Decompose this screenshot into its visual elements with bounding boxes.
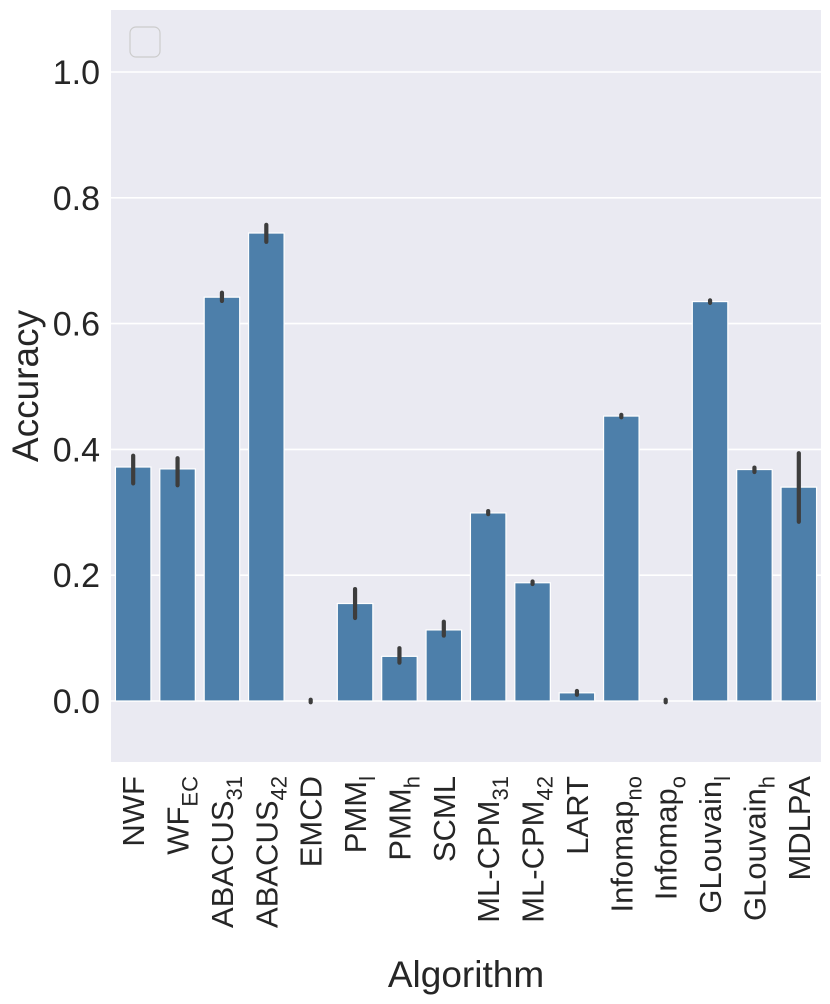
x-tick-subscript: 31 <box>488 776 513 800</box>
x-tick-subscript: h <box>399 776 424 788</box>
x-tick-subscript: l <box>355 776 380 781</box>
x-tick-text: ML-CPM42 <box>516 776 558 923</box>
x-tick-label: ABACUS31 <box>205 776 247 928</box>
x-tick-label: NWF <box>116 776 151 847</box>
bars <box>114 232 818 702</box>
x-tick-label: WFEC <box>161 776 203 855</box>
y-axis-label: Accuracy <box>5 309 46 462</box>
bar <box>159 468 196 702</box>
x-tick-base: PMM <box>382 788 417 860</box>
x-tick-base: ML-CPM <box>516 800 551 922</box>
y-tick-label: 0.8 <box>53 180 100 218</box>
x-tick-subscript: l <box>710 776 735 781</box>
x-tick-subscript: EC <box>178 776 203 807</box>
x-tick-subscript: h <box>754 776 779 788</box>
x-tick-text: LART <box>560 776 595 855</box>
x-tick-text: ABACUS42 <box>249 776 291 928</box>
x-tick-label: ML-CPM31 <box>471 776 513 923</box>
y-tick-label: 0.0 <box>53 683 100 721</box>
x-tick-text: SCML <box>427 776 462 862</box>
x-tick-text: MDLPA <box>782 776 817 881</box>
bar <box>602 415 640 702</box>
x-tick-text: Infomapo <box>649 776 691 900</box>
x-tick-text: WFEC <box>161 776 203 855</box>
bar <box>381 655 418 702</box>
x-tick-label: PMMh <box>382 776 424 861</box>
x-tick-label: GLouvainh <box>737 776 779 921</box>
x-tick-base: SCML <box>427 776 462 862</box>
x-tick-subscript: 31 <box>222 776 247 800</box>
x-tick-base: NWF <box>116 776 151 847</box>
x-tick-label: Infomapo <box>649 776 691 900</box>
x-tick-base: LART <box>560 776 595 855</box>
bar <box>203 296 241 702</box>
bar <box>114 466 152 702</box>
x-tick-text: NWF <box>116 776 151 847</box>
x-tick-label: PMMl <box>338 776 380 853</box>
bar <box>514 582 551 702</box>
x-tick-label: ML-CPM42 <box>516 776 558 923</box>
x-axis-label: Algorithm <box>388 954 544 995</box>
bar <box>247 232 285 702</box>
x-tick-text: PMMl <box>338 776 380 853</box>
x-tick-base: Infomap <box>604 800 639 912</box>
x-tick-subscript: 42 <box>266 776 291 800</box>
x-tick-label: MDLPA <box>782 776 817 881</box>
bar <box>736 468 773 702</box>
y-tick-label: 0.6 <box>53 306 100 344</box>
legend-box <box>129 26 161 58</box>
x-tick-base: ABACUS <box>205 800 240 927</box>
y-tick-label: 1.0 <box>53 54 100 92</box>
y-tick-label: 0.4 <box>53 431 100 469</box>
bar <box>691 300 729 702</box>
x-tick-base: PMM <box>338 781 373 853</box>
x-tick-label: SCML <box>427 776 462 862</box>
bar <box>469 512 507 702</box>
x-tick-label: LART <box>560 776 595 855</box>
x-tick-text: GLouvainl <box>693 776 735 914</box>
x-tick-text: GLouvainh <box>737 776 779 921</box>
x-tick-text: EMCD <box>294 776 329 867</box>
x-tick-base: Infomap <box>649 788 684 900</box>
x-tick-subscript: o <box>666 776 691 788</box>
x-tick-base: ML-CPM <box>471 800 506 922</box>
x-tick-label: GLouvainl <box>693 776 735 914</box>
x-tick-base: MDLPA <box>782 776 817 881</box>
legend <box>129 26 161 58</box>
x-tick-text: Infomapno <box>604 776 646 913</box>
x-tick-label: EMCD <box>294 776 329 867</box>
y-tick-labels: 0.0 0.2 0.4 0.6 0.8 1.0 <box>53 54 100 721</box>
x-tick-text: ML-CPM31 <box>471 776 513 923</box>
bar <box>425 629 463 702</box>
x-tick-base: GLouvain <box>693 781 728 914</box>
x-tick-label: ABACUS42 <box>249 776 291 928</box>
x-tick-text: PMMh <box>382 776 424 861</box>
x-tick-base: EMCD <box>294 776 329 867</box>
x-tick-base: WF <box>161 807 196 855</box>
x-tick-subscript: 42 <box>533 776 558 800</box>
x-tick-base: ABACUS <box>249 800 284 927</box>
x-tick-base: GLouvain <box>737 788 772 921</box>
x-tick-text: ABACUS31 <box>205 776 247 928</box>
x-tick-label: Infomapno <box>604 776 646 913</box>
y-tick-label: 0.2 <box>53 557 100 595</box>
x-tick-subscript: no <box>621 776 646 800</box>
error-bars <box>131 222 801 705</box>
